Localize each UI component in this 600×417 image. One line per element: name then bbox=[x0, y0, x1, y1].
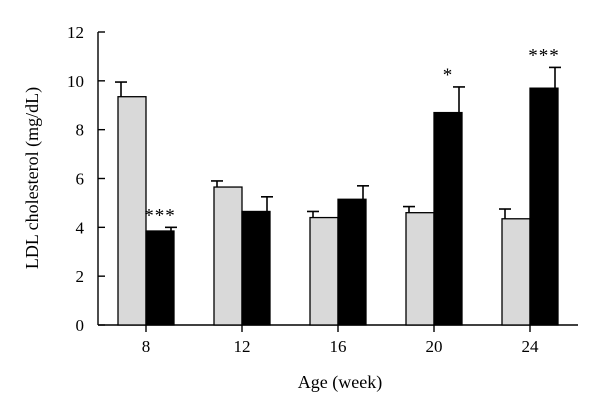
bar-series-1 bbox=[117, 96, 147, 326]
bar-series-2 bbox=[241, 210, 271, 326]
bar-series-1 bbox=[213, 186, 243, 326]
y-tick-label: 6 bbox=[76, 170, 85, 189]
y-tick-label: 4 bbox=[76, 218, 85, 237]
y-axis-title: LDL cholesterol (mg/dL) bbox=[22, 87, 43, 269]
bar-series-2 bbox=[433, 111, 463, 326]
y-tick-label: 12 bbox=[67, 23, 84, 42]
bar-series-2 bbox=[145, 230, 175, 326]
bar-series-1 bbox=[405, 212, 435, 326]
x-tick-label: 12 bbox=[234, 337, 251, 356]
significance-label: * bbox=[443, 65, 454, 86]
x-axis-title: Age (week) bbox=[298, 372, 382, 393]
x-tick-label: 24 bbox=[522, 337, 540, 356]
significance-label: *** bbox=[528, 45, 560, 66]
y-tick-label: 2 bbox=[76, 267, 85, 286]
significance-label: *** bbox=[144, 205, 176, 226]
y-tick-label: 8 bbox=[76, 121, 85, 140]
y-tick-label: 0 bbox=[76, 316, 85, 335]
y-tick-label: 10 bbox=[67, 72, 84, 91]
bar-series-2 bbox=[529, 87, 559, 326]
x-tick-label: 20 bbox=[426, 337, 443, 356]
bar-series-1 bbox=[309, 216, 339, 326]
bar-series-2 bbox=[337, 198, 367, 326]
x-tick-label: 16 bbox=[330, 337, 347, 356]
x-tick-label: 8 bbox=[142, 337, 151, 356]
bar-series-1 bbox=[501, 218, 531, 326]
